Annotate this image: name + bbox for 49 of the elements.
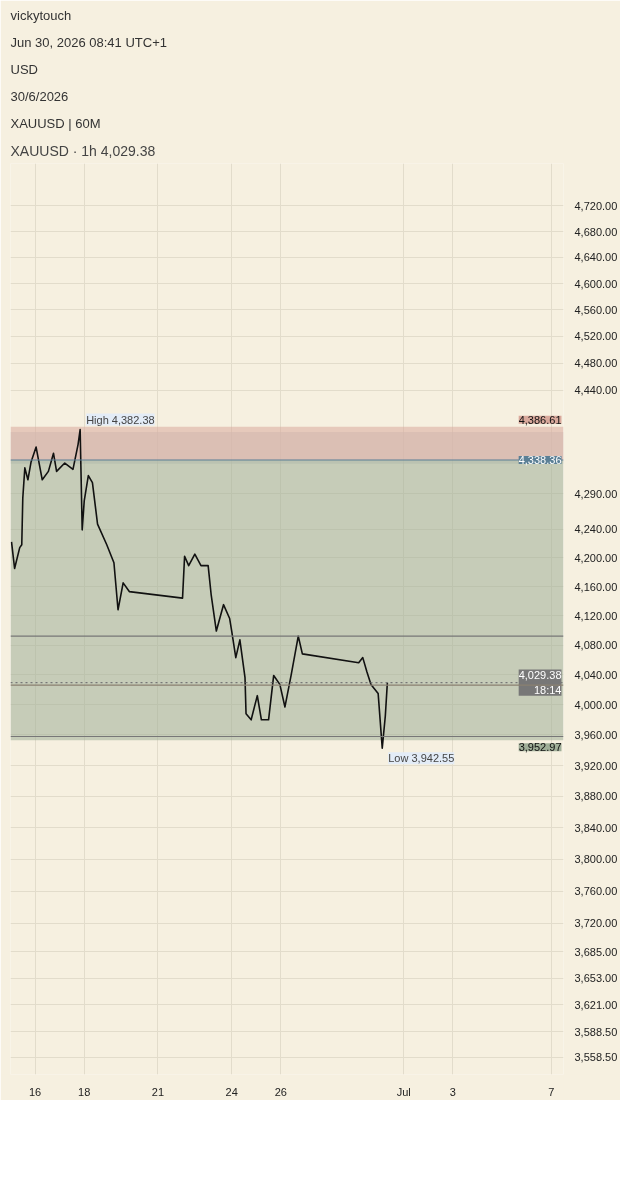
x-tick-label: Jul	[396, 1085, 411, 1098]
line-series	[10, 428, 389, 750]
y-tick-label: 3,588.50	[574, 1025, 618, 1038]
x-tick-label: 21	[151, 1085, 165, 1098]
y-tick-label: 4,000.00	[574, 698, 618, 711]
y-tick-label: 3,685.00	[574, 945, 618, 958]
y-tick-label: 4,120.00	[574, 609, 618, 622]
y-tick-label: 4,720.00	[574, 199, 618, 212]
y-tick-label: 4,040.00	[574, 668, 618, 681]
x-tick-label: 16	[28, 1085, 42, 1098]
x-tick-label: 18	[78, 1085, 91, 1098]
x-tick-label: 7	[548, 1085, 555, 1098]
text: XAUUSD | 60M	[10, 115, 101, 131]
y-tick-label: 3,760.00	[574, 885, 618, 898]
text: USD	[10, 61, 38, 77]
y-tick-label: 4,640.00	[574, 251, 618, 264]
ref-line-label: 4,338.36	[518, 454, 562, 467]
y-tick-label: 4,200.00	[574, 551, 618, 564]
chart-title: XAUUSD · 1h 4,029.38	[10, 142, 156, 159]
y-tick-label: 4,440.00	[574, 384, 618, 397]
annotation: Low 3,942.55	[388, 752, 455, 765]
y-tick-label: 3,558.50	[574, 1051, 618, 1064]
text: 30/6/2026	[10, 88, 69, 104]
y-tick-label: 4,080.00	[574, 639, 618, 652]
x-tick-label: 3	[449, 1085, 456, 1098]
annotation: High 4,382.38	[86, 413, 155, 426]
y-tick-label: 3,920.00	[574, 759, 618, 772]
x-tick-label: 26	[274, 1085, 287, 1098]
y-tick-label: 4,520.00	[574, 330, 618, 343]
y-tick-label: 4,480.00	[574, 357, 618, 370]
ref-line-label: 4,029.38 18:14	[518, 669, 562, 696]
y-tick-label: 3,621.00	[574, 998, 618, 1011]
y-tick-label: 3,960.00	[574, 728, 618, 741]
y-tick-label: 4,160.00	[574, 580, 618, 593]
y-tick-label: 3,880.00	[574, 790, 618, 803]
x-tick-label: 24	[225, 1085, 238, 1098]
y-tick-label: 4,290.00	[574, 487, 618, 500]
band-label: 4,386.61	[518, 413, 562, 426]
y-tick-label: 4,240.00	[574, 523, 618, 536]
text: Jun 30, 2026 08:41 UTC+1	[10, 34, 167, 50]
y-tick-label: 4,560.00	[574, 303, 618, 316]
band-label: 3,952.97	[518, 741, 562, 754]
y-tick-label: 4,600.00	[574, 277, 618, 290]
y-tick-label: 3,840.00	[574, 821, 618, 834]
y-tick-label: 4,680.00	[574, 225, 618, 238]
y-tick-label: 3,720.00	[574, 917, 618, 930]
y-tick-label: 3,800.00	[574, 853, 618, 866]
y-tick-label: 3,653.00	[574, 972, 618, 985]
text: vickytouch	[10, 7, 72, 23]
